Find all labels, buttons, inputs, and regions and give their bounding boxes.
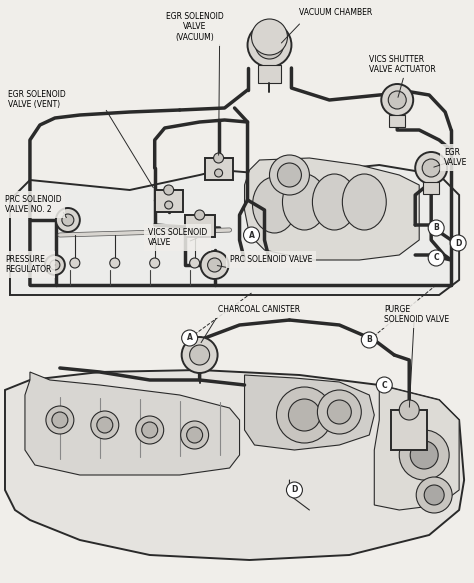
Circle shape [182,337,218,373]
Circle shape [428,250,444,266]
Circle shape [270,155,310,195]
Circle shape [187,427,202,443]
Text: A: A [187,333,192,342]
Circle shape [201,251,228,279]
Circle shape [428,220,444,236]
Circle shape [62,214,74,226]
Circle shape [56,208,80,232]
Circle shape [255,31,283,59]
Circle shape [381,84,413,116]
Text: VICS SOLENOID
VALVE: VICS SOLENOID VALVE [148,228,207,247]
Circle shape [450,235,466,251]
Text: B: B [433,223,439,233]
Circle shape [164,201,173,209]
Polygon shape [245,158,419,260]
Circle shape [361,332,377,348]
Circle shape [214,153,224,163]
Circle shape [45,255,65,275]
Circle shape [181,421,209,449]
Circle shape [70,258,80,268]
Text: EGR SOLENOID
VALVE (VENT): EGR SOLENOID VALVE (VENT) [8,90,66,110]
Circle shape [415,152,447,184]
Text: A: A [248,230,255,240]
Circle shape [424,485,444,505]
Ellipse shape [342,174,386,230]
Circle shape [416,477,452,513]
Polygon shape [10,165,459,295]
Circle shape [286,482,302,498]
Circle shape [195,210,205,220]
Text: EGR
VALVE: EGR VALVE [444,148,467,167]
Circle shape [215,169,223,177]
Bar [389,115,405,127]
Circle shape [190,258,200,268]
Circle shape [136,416,164,444]
Circle shape [399,400,419,420]
Bar [205,158,233,180]
Circle shape [388,91,406,109]
Circle shape [97,417,113,433]
Text: VICS SHUTTER
VALVE ACTUATOR: VICS SHUTTER VALVE ACTUATOR [369,55,436,75]
Text: PURGE
SOLENOID VALVE: PURGE SOLENOID VALVE [384,305,449,324]
Circle shape [50,260,60,270]
Text: PRESSURE
REGULATOR: PRESSURE REGULATOR [5,255,51,275]
Bar [391,410,427,450]
Text: VACUUM CHAMBER: VACUUM CHAMBER [300,8,373,17]
Polygon shape [5,370,464,560]
Circle shape [52,412,68,428]
Text: CHARCOAL CANISTER: CHARCOAL CANISTER [218,305,300,314]
Circle shape [247,23,292,67]
Circle shape [182,330,198,346]
Circle shape [244,227,259,243]
Bar [257,65,282,83]
Circle shape [190,345,210,365]
Text: D: D [455,238,461,248]
Bar [155,190,182,212]
Circle shape [252,19,287,55]
Text: C: C [382,381,387,389]
Text: B: B [366,335,372,345]
Circle shape [277,163,301,187]
Circle shape [376,377,392,393]
Ellipse shape [253,177,296,233]
Circle shape [289,399,320,431]
Circle shape [399,430,449,480]
Text: PRC SOLENOID
VALVE NO. 2: PRC SOLENOID VALVE NO. 2 [5,195,62,215]
Bar [423,182,439,194]
Polygon shape [245,375,374,450]
Circle shape [142,422,158,438]
Circle shape [150,258,160,268]
Text: D: D [291,486,298,494]
Text: C: C [433,254,439,262]
Circle shape [164,185,173,195]
Circle shape [318,390,361,434]
Text: EGR SOLENOID
VALVE
(VACUUM): EGR SOLENOID VALVE (VACUUM) [166,12,224,42]
Polygon shape [25,372,239,475]
Circle shape [110,258,120,268]
Ellipse shape [312,174,356,230]
Circle shape [91,411,119,439]
Circle shape [422,159,440,177]
Text: PRC SOLENOID VALVE: PRC SOLENOID VALVE [229,255,312,264]
Circle shape [276,387,332,443]
Circle shape [46,406,74,434]
Polygon shape [374,385,459,510]
Circle shape [208,258,221,272]
Circle shape [410,441,438,469]
Circle shape [328,400,351,424]
Bar [185,215,215,237]
Ellipse shape [283,174,327,230]
